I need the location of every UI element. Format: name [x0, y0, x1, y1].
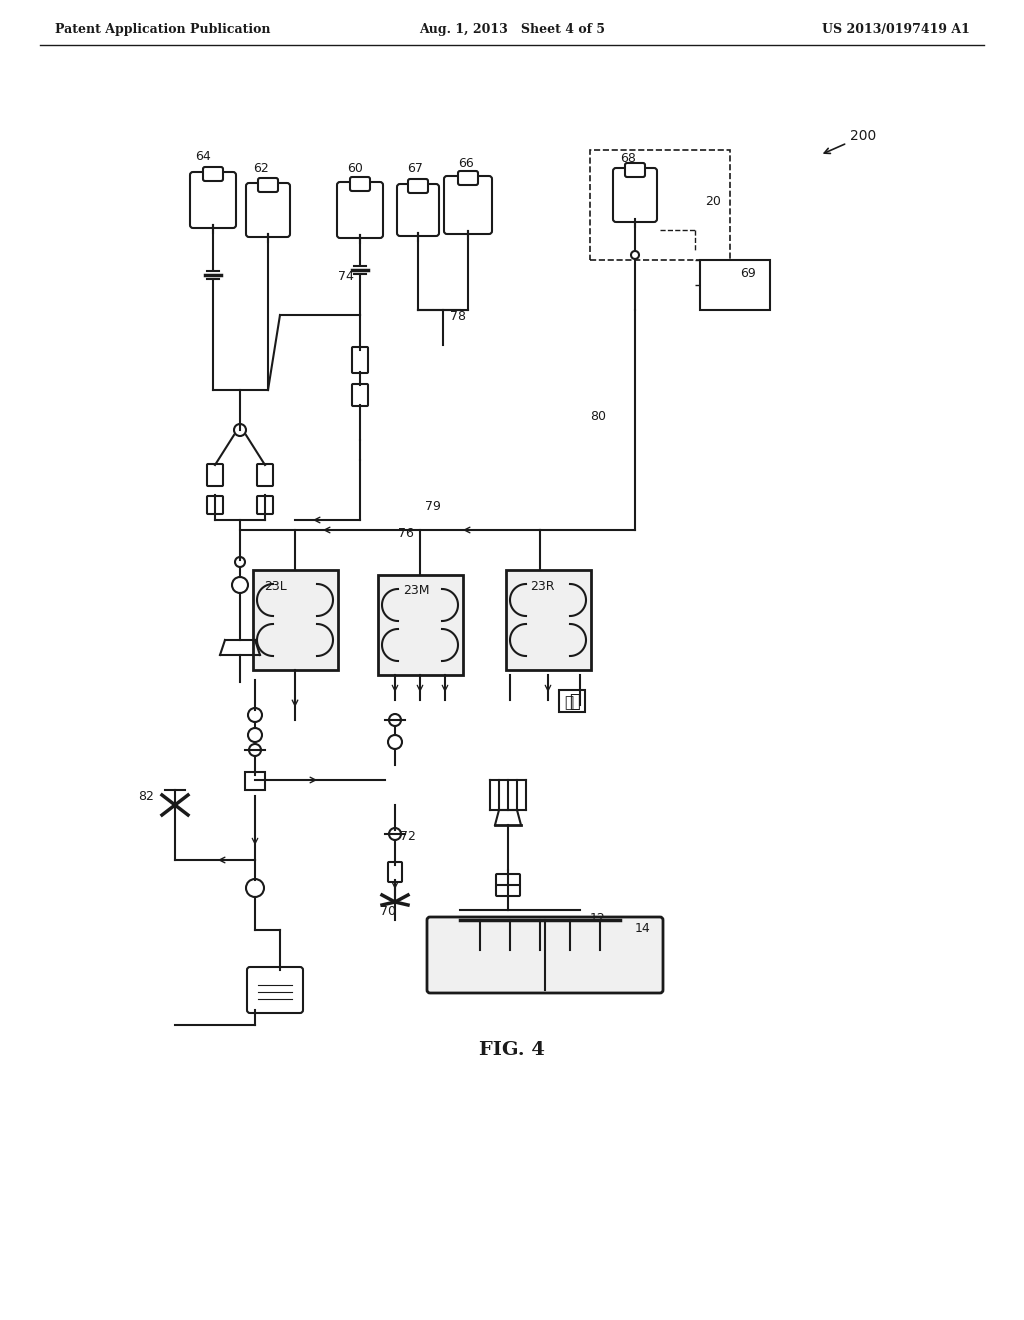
Bar — [700, 260, 770, 310]
FancyBboxPatch shape — [408, 180, 428, 193]
Text: 200: 200 — [824, 129, 877, 153]
FancyBboxPatch shape — [247, 968, 303, 1012]
Text: 23L: 23L — [264, 579, 287, 593]
FancyBboxPatch shape — [352, 384, 368, 407]
Text: 23M: 23M — [403, 583, 429, 597]
FancyBboxPatch shape — [203, 168, 223, 181]
Circle shape — [249, 744, 261, 756]
Text: 68: 68 — [620, 152, 636, 165]
Text: 69: 69 — [740, 267, 756, 280]
Text: 79: 79 — [425, 500, 441, 513]
Text: 62: 62 — [253, 162, 268, 176]
Text: 82: 82 — [138, 789, 154, 803]
Circle shape — [234, 557, 245, 568]
Bar — [245, 772, 265, 789]
Text: 12: 12 — [590, 912, 606, 925]
FancyBboxPatch shape — [388, 862, 402, 882]
FancyBboxPatch shape — [613, 168, 657, 222]
FancyBboxPatch shape — [190, 172, 236, 228]
Text: 中: 中 — [569, 693, 581, 711]
FancyBboxPatch shape — [625, 162, 645, 177]
Text: 70: 70 — [380, 906, 396, 917]
FancyBboxPatch shape — [444, 176, 492, 234]
FancyBboxPatch shape — [257, 496, 273, 513]
FancyBboxPatch shape — [246, 183, 290, 238]
Bar — [378, 576, 463, 675]
FancyBboxPatch shape — [207, 465, 223, 486]
FancyBboxPatch shape — [352, 347, 368, 374]
FancyBboxPatch shape — [350, 177, 370, 191]
Text: 76: 76 — [398, 527, 414, 540]
Text: 60: 60 — [347, 162, 362, 176]
Text: 14: 14 — [635, 921, 650, 935]
Text: US 2013/0197419 A1: US 2013/0197419 A1 — [822, 24, 970, 37]
FancyBboxPatch shape — [257, 465, 273, 486]
Circle shape — [631, 251, 639, 259]
Text: FIG. 4: FIG. 4 — [479, 1041, 545, 1059]
Text: Patent Application Publication: Patent Application Publication — [55, 24, 270, 37]
FancyBboxPatch shape — [207, 496, 223, 513]
Text: 66: 66 — [458, 157, 474, 170]
Bar — [590, 150, 730, 260]
Circle shape — [234, 424, 246, 436]
Circle shape — [232, 577, 248, 593]
Text: Aug. 1, 2013   Sheet 4 of 5: Aug. 1, 2013 Sheet 4 of 5 — [419, 24, 605, 37]
Circle shape — [248, 708, 262, 722]
Text: 20: 20 — [705, 195, 721, 209]
Text: 72: 72 — [400, 830, 416, 843]
Circle shape — [248, 729, 262, 742]
FancyBboxPatch shape — [337, 182, 383, 238]
Bar — [253, 570, 338, 671]
Circle shape — [246, 879, 264, 898]
Text: 64: 64 — [195, 150, 211, 162]
Text: 80: 80 — [590, 411, 606, 422]
FancyBboxPatch shape — [258, 178, 278, 191]
FancyBboxPatch shape — [458, 172, 478, 185]
Circle shape — [388, 735, 402, 748]
Bar — [559, 690, 585, 711]
Circle shape — [389, 828, 401, 840]
Bar — [506, 570, 591, 671]
FancyBboxPatch shape — [427, 917, 663, 993]
Text: 23R: 23R — [530, 579, 555, 593]
Circle shape — [389, 714, 401, 726]
FancyBboxPatch shape — [397, 183, 439, 236]
Text: 74: 74 — [338, 271, 354, 282]
Text: 78: 78 — [450, 310, 466, 323]
Text: 中: 中 — [564, 696, 573, 710]
FancyBboxPatch shape — [496, 874, 520, 896]
Text: 67: 67 — [407, 162, 423, 176]
